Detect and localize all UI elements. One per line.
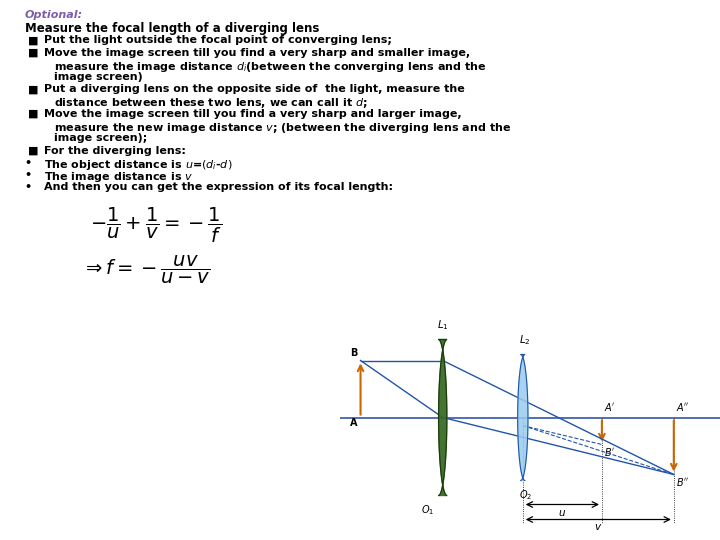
Text: $O_1$: $O_1$ (420, 503, 434, 517)
Text: ■: ■ (28, 109, 38, 119)
Text: •: • (24, 181, 31, 192)
Text: Put the light outside the focal point of converging lens;: Put the light outside the focal point of… (44, 35, 392, 45)
Text: image screen): image screen) (54, 72, 143, 82)
Text: A: A (350, 417, 357, 428)
Text: ■: ■ (28, 84, 38, 94)
Text: $u$: $u$ (558, 508, 567, 517)
Text: $O_2$: $O_2$ (519, 488, 533, 502)
Polygon shape (518, 354, 528, 481)
Text: Move the image screen till you find a very sharp and larger image,: Move the image screen till you find a ve… (44, 109, 462, 119)
Text: $A'$: $A'$ (604, 401, 616, 413)
Text: $L_1$: $L_1$ (437, 318, 449, 332)
Text: ■: ■ (28, 146, 38, 156)
Text: ■: ■ (28, 35, 38, 45)
Text: $B''$: $B''$ (676, 476, 689, 488)
Text: Measure the focal length of a diverging lens: Measure the focal length of a diverging … (25, 22, 320, 35)
Text: And then you can get the expression of its focal length:: And then you can get the expression of i… (44, 181, 393, 192)
Text: B: B (350, 348, 357, 357)
Text: $\Rightarrow f=-\dfrac{uv}{u-v}$: $\Rightarrow f=-\dfrac{uv}{u-v}$ (82, 254, 211, 286)
Text: ■: ■ (28, 48, 38, 58)
Text: $v$: $v$ (594, 523, 603, 532)
Text: Put a diverging lens on the opposite side of  the light, measure the: Put a diverging lens on the opposite sid… (44, 84, 464, 94)
Text: $L_2$: $L_2$ (519, 333, 531, 347)
Text: The object distance is $u$=$({d_i}$-$d)$: The object distance is $u$=$({d_i}$-$d)$ (44, 158, 233, 172)
Text: •: • (24, 170, 31, 180)
Text: $-\dfrac{1}{u}+\dfrac{1}{v}=-\dfrac{1}{f}$: $-\dfrac{1}{u}+\dfrac{1}{v}=-\dfrac{1}{f… (90, 206, 222, 245)
Text: Move the image screen till you find a very sharp and smaller image,: Move the image screen till you find a ve… (44, 48, 470, 58)
Text: Optional:: Optional: (25, 10, 83, 20)
Text: The image distance is $v$: The image distance is $v$ (44, 170, 194, 184)
Text: •: • (24, 158, 31, 167)
Text: distance between these two lens, we can call it $d$;: distance between these two lens, we can … (54, 97, 368, 110)
Text: measure the image distance $d_i$(between the converging lens and the: measure the image distance $d_i$(between… (54, 60, 487, 74)
Polygon shape (438, 340, 447, 496)
Text: image screen);: image screen); (54, 133, 148, 143)
Text: For the diverging lens:: For the diverging lens: (44, 146, 186, 156)
Text: $B'$: $B'$ (604, 446, 615, 458)
Text: $A''$: $A''$ (676, 401, 690, 413)
Text: measure the new image distance $v$; (between the diverging lens and the: measure the new image distance $v$; (bet… (54, 121, 511, 135)
